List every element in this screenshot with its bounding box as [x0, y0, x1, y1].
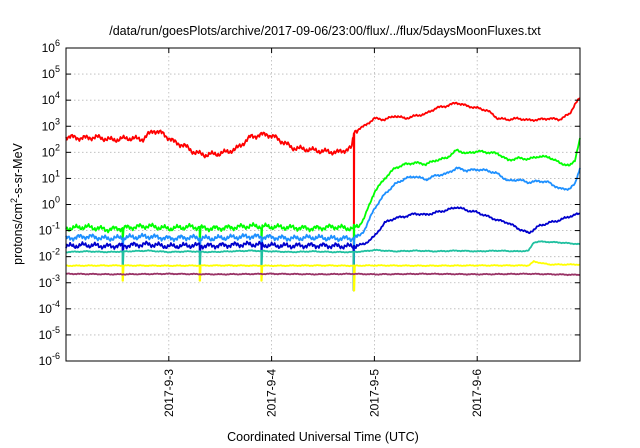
y-tick-label: 101	[42, 168, 60, 185]
y-tick-label: 10-4	[39, 299, 60, 316]
x-tick-label: 2017-9-5	[367, 369, 381, 417]
x-axis-ticks: 2017-9-3 2017-9-4 2017-9-5 2017-9-6	[162, 48, 484, 417]
series-line-1	[65, 97, 581, 292]
chart-title: /data/run/goesPlots/archive/2017-09-06/2…	[109, 24, 541, 38]
grid-lines	[66, 48, 580, 361]
y-tick-label: 10-5	[39, 325, 60, 342]
series-line-4	[65, 206, 581, 292]
y-tick-label: 104	[42, 90, 60, 107]
y-tick-label: 105	[42, 64, 60, 81]
series-line-7	[65, 272, 581, 277]
x-tick-label: 2017-9-6	[470, 369, 484, 417]
y-tick-label: 106	[42, 38, 60, 55]
x-tick-label: 2017-9-3	[162, 369, 176, 417]
y-tick-label: 10-6	[39, 351, 60, 368]
x-axis-label: Coordinated Universal Time (UTC)	[227, 430, 419, 444]
y-tick-label: 102	[42, 142, 60, 159]
y-tick-label: 10-2	[39, 247, 60, 264]
y-tick-label: 10-3	[39, 273, 60, 290]
y-tick-label: 10-1	[39, 221, 60, 238]
series-line-5	[65, 240, 581, 292]
y-tick-label: 100	[42, 195, 60, 212]
y-axis-label-sup: 2	[9, 198, 19, 203]
y-tick-label: 103	[42, 116, 60, 133]
y-axis-ticks: 10-6 10-5 10-4 10-3 10-2 10-1 100 101 102 103 104 1…	[39, 38, 580, 368]
series-line-6	[65, 260, 581, 292]
series-line-2	[65, 137, 581, 292]
y-axis-label: protons/cm2-s-sr-MeV	[9, 142, 25, 264]
y-axis-label-base: protons/cm	[11, 203, 25, 265]
series-line-3	[65, 166, 581, 292]
y-axis-label-rest: -s-sr-MeV	[11, 142, 25, 198]
series-lines	[65, 97, 581, 292]
x-tick-label: 2017-9-4	[265, 369, 279, 417]
